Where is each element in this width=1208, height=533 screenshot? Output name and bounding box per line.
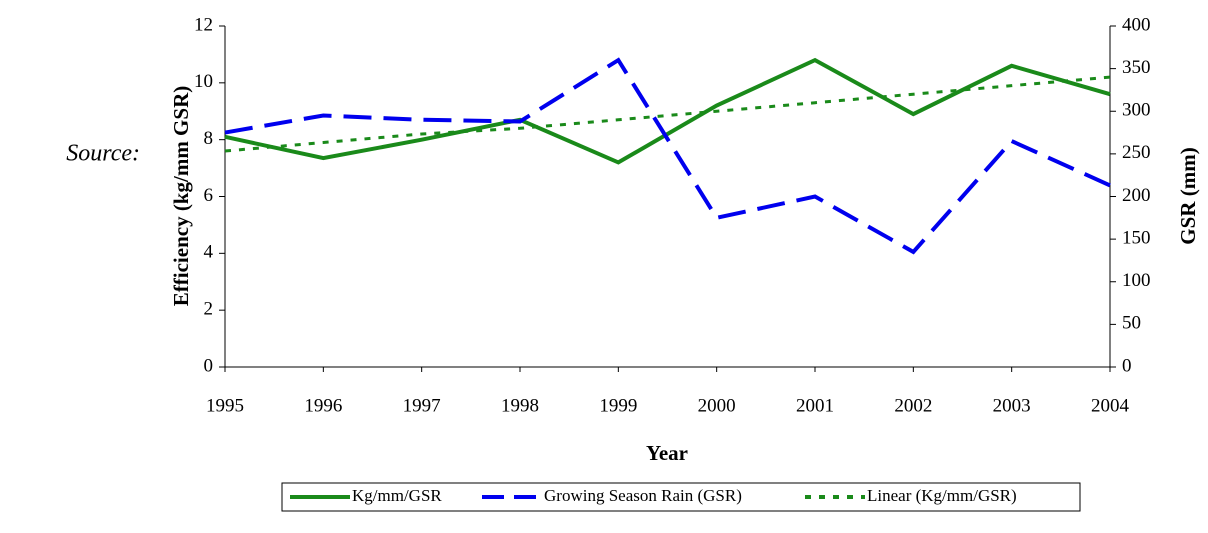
- x-tick-label: 1999: [599, 395, 637, 416]
- series-line: [224, 57, 1111, 165]
- y2-tick-label: 50: [1122, 313, 1141, 334]
- x-tick-label: 2000: [698, 395, 736, 416]
- y-tick-label: 2: [204, 299, 214, 320]
- x-axis-title: Year: [646, 441, 688, 465]
- y2-tick-label: 250: [1122, 142, 1151, 163]
- y2-tick-label: 300: [1122, 100, 1151, 121]
- y-tick-label: 6: [204, 185, 214, 206]
- legend-label: Growing Season Rain (GSR): [544, 486, 742, 505]
- x-tick-label: 2001: [796, 395, 834, 416]
- x-tick-label: 2002: [894, 395, 932, 416]
- y-tick-label: 0: [204, 355, 214, 376]
- y2-axis-title: GSR (mm): [1176, 147, 1200, 244]
- y-tick-label: 12: [194, 14, 213, 35]
- legend-label: Kg/mm/GSR: [352, 486, 442, 505]
- y2-tick-label: 400: [1122, 14, 1151, 35]
- series-line: [224, 57, 1111, 255]
- y-tick-label: 10: [194, 71, 213, 92]
- y2-tick-label: 0: [1122, 355, 1132, 376]
- y2-tick-label: 150: [1122, 227, 1151, 248]
- y2-tick-label: 350: [1122, 57, 1151, 78]
- x-tick-label: 1997: [403, 395, 441, 416]
- annotation: Source:: [66, 141, 140, 167]
- x-tick-label: 1998: [501, 395, 539, 416]
- legend-box: [281, 482, 1081, 512]
- x-tick-label: 2004: [1091, 395, 1130, 416]
- x-tick-label: 1995: [206, 395, 244, 416]
- y-tick-label: 8: [204, 128, 214, 149]
- y2-tick-label: 200: [1122, 185, 1151, 206]
- y2-tick-label: 100: [1122, 270, 1151, 291]
- y-axis-title: Efficiency (kg/mm GSR): [169, 86, 193, 306]
- y-tick-label: 4: [204, 242, 214, 263]
- x-tick-label: 1996: [304, 395, 342, 416]
- x-tick-label: 2003: [993, 395, 1031, 416]
- legend-label: Linear (Kg/mm/GSR): [867, 486, 1017, 505]
